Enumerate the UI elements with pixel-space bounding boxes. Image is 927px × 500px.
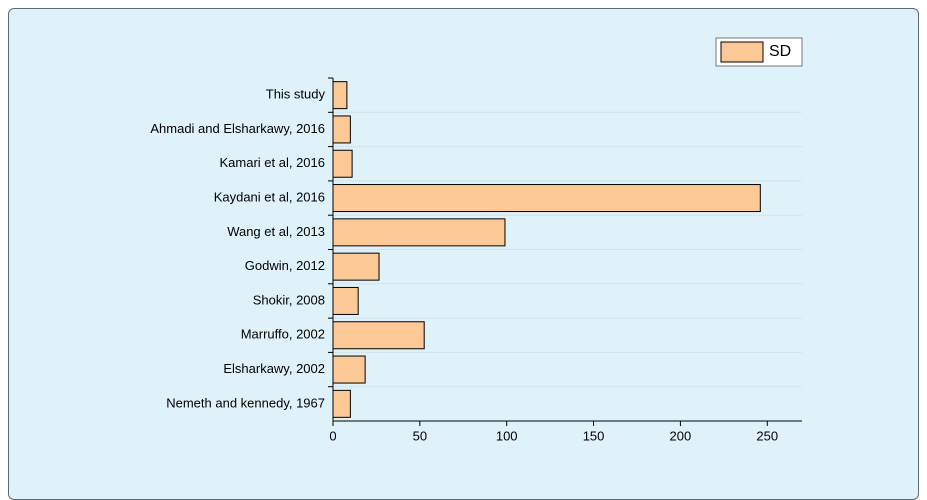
y-tick-label: Wang et al, 2013 bbox=[227, 224, 325, 239]
x-tick-label: 200 bbox=[670, 428, 692, 443]
bar bbox=[332, 81, 348, 110]
bar bbox=[332, 252, 380, 281]
bar bbox=[332, 218, 506, 247]
legend-swatch bbox=[720, 41, 764, 63]
bar bbox=[332, 115, 351, 144]
panel bbox=[8, 8, 919, 500]
y-tick-label: Ahmadi and Elsharkawy, 2016 bbox=[150, 121, 325, 136]
x-tick-label: 150 bbox=[583, 428, 605, 443]
chart: 0 50 100 150 200 250 This study Ahmadi and Elsh… bbox=[150, 37, 803, 443]
bar bbox=[332, 184, 761, 213]
y-tick-label: Elsharkawy, 2002 bbox=[223, 361, 325, 376]
x-tick-label: 250 bbox=[756, 428, 778, 443]
y-tick-label: Marruffo, 2002 bbox=[241, 327, 325, 342]
bar bbox=[332, 286, 359, 315]
y-tick-label: Kaydani et al, 2016 bbox=[214, 189, 325, 204]
y-tick-label: This study bbox=[266, 87, 326, 102]
y-tick-label: Shokir, 2008 bbox=[253, 292, 325, 307]
y-tick-label: Godwin, 2012 bbox=[245, 258, 325, 273]
legend-label: SD bbox=[769, 43, 791, 60]
page: {"chart_data": {"type": "bar", "orientat… bbox=[8, 8, 919, 500]
bar bbox=[332, 321, 425, 350]
bar bbox=[332, 149, 353, 178]
bar bbox=[332, 389, 351, 418]
x-tick-label: 50 bbox=[413, 428, 427, 443]
x-tick-label: 0 bbox=[329, 428, 336, 443]
y-tick-label: Nemeth and kennedy, 1967 bbox=[166, 395, 325, 410]
y-tick-label: Kamari et al, 2016 bbox=[219, 155, 325, 170]
x-tick-label: 100 bbox=[496, 428, 518, 443]
bar bbox=[332, 355, 366, 384]
